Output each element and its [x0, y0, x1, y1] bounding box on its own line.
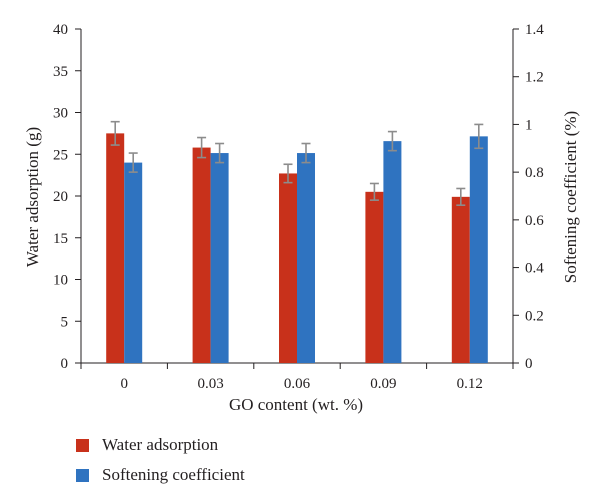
x-tick-label: 0.06 — [284, 376, 311, 392]
right-tick-label: 0.6 — [525, 213, 544, 229]
bar-softening-coefficient — [297, 153, 315, 363]
right-tick-label: 0.4 — [525, 261, 544, 277]
error-bar — [215, 142, 225, 164]
right-tick-label: 1.4 — [525, 22, 544, 38]
error-bar — [456, 187, 466, 206]
right-tick-label: 1.2 — [525, 70, 544, 86]
error-bar — [369, 182, 379, 201]
left-tick-label: 20 — [53, 189, 68, 205]
right-tick-label: 1 — [525, 117, 533, 133]
right-axis-title: Softening coefficient (%) — [561, 111, 580, 283]
bar-softening-coefficient — [469, 136, 488, 363]
right-tick-label: 0.8 — [525, 165, 544, 181]
bar-softening-coefficient — [124, 162, 143, 363]
x-tick-label: 0.09 — [370, 376, 396, 392]
left-tick-label: 15 — [53, 231, 68, 247]
left-axis-title: Water adsorption (g) — [23, 127, 42, 267]
legend-swatch-water-adsorption — [76, 438, 89, 452]
legend-item-water-adsorption: Water adsorption — [76, 430, 245, 460]
bar-water-adsorption — [192, 147, 211, 363]
right-axis-ticks: 0 0.2 0.4 0.6 0.8 1 1.2 1.4 — [513, 22, 544, 372]
legend-label-water-adsorption: Water adsorption — [102, 435, 219, 454]
left-axis-ticks: 0 5 10 15 20 25 30 35 40 — [53, 22, 81, 372]
left-tick-label: 0 — [61, 356, 69, 372]
x-tick-label: 0.03 — [197, 376, 223, 392]
error-bar — [197, 136, 207, 159]
legend: Water adsorption Softening coefficient — [76, 430, 245, 490]
left-tick-label: 5 — [61, 314, 69, 330]
legend-label-softening-coefficient: Softening coefficient — [102, 465, 245, 484]
x-tick-label: 0.12 — [457, 376, 483, 392]
bar-water-adsorption — [279, 173, 297, 363]
x-axis-title: GO content (wt. %) — [229, 395, 363, 414]
left-tick-label: 35 — [53, 64, 68, 80]
bar-water-adsorption — [451, 196, 470, 363]
error-bar — [283, 163, 293, 184]
left-tick-label: 30 — [53, 106, 68, 122]
legend-item-softening-coefficient: Softening coefficient — [76, 460, 245, 490]
right-tick-label: 0 — [525, 356, 533, 372]
error-bar — [474, 123, 484, 150]
x-axis-ticks: 0 0.03 0.06 0.09 0.12 — [80, 363, 514, 392]
error-bars — [110, 120, 484, 206]
right-tick-label: 0.2 — [525, 308, 544, 324]
error-bar — [128, 152, 138, 173]
legend-swatch-softening-coefficient — [76, 468, 89, 482]
error-bar — [301, 142, 311, 164]
left-tick-label: 40 — [53, 22, 68, 38]
x-tick-label: 0 — [120, 376, 128, 392]
bar-water-adsorption — [365, 191, 384, 363]
bars — [106, 133, 488, 363]
error-bar — [387, 130, 397, 152]
error-bar — [110, 120, 120, 146]
left-tick-label: 25 — [53, 147, 68, 163]
left-tick-label: 10 — [53, 273, 68, 289]
bar-softening-coefficient — [210, 153, 229, 363]
bar-softening-coefficient — [383, 141, 402, 363]
bar-water-adsorption — [106, 133, 125, 363]
